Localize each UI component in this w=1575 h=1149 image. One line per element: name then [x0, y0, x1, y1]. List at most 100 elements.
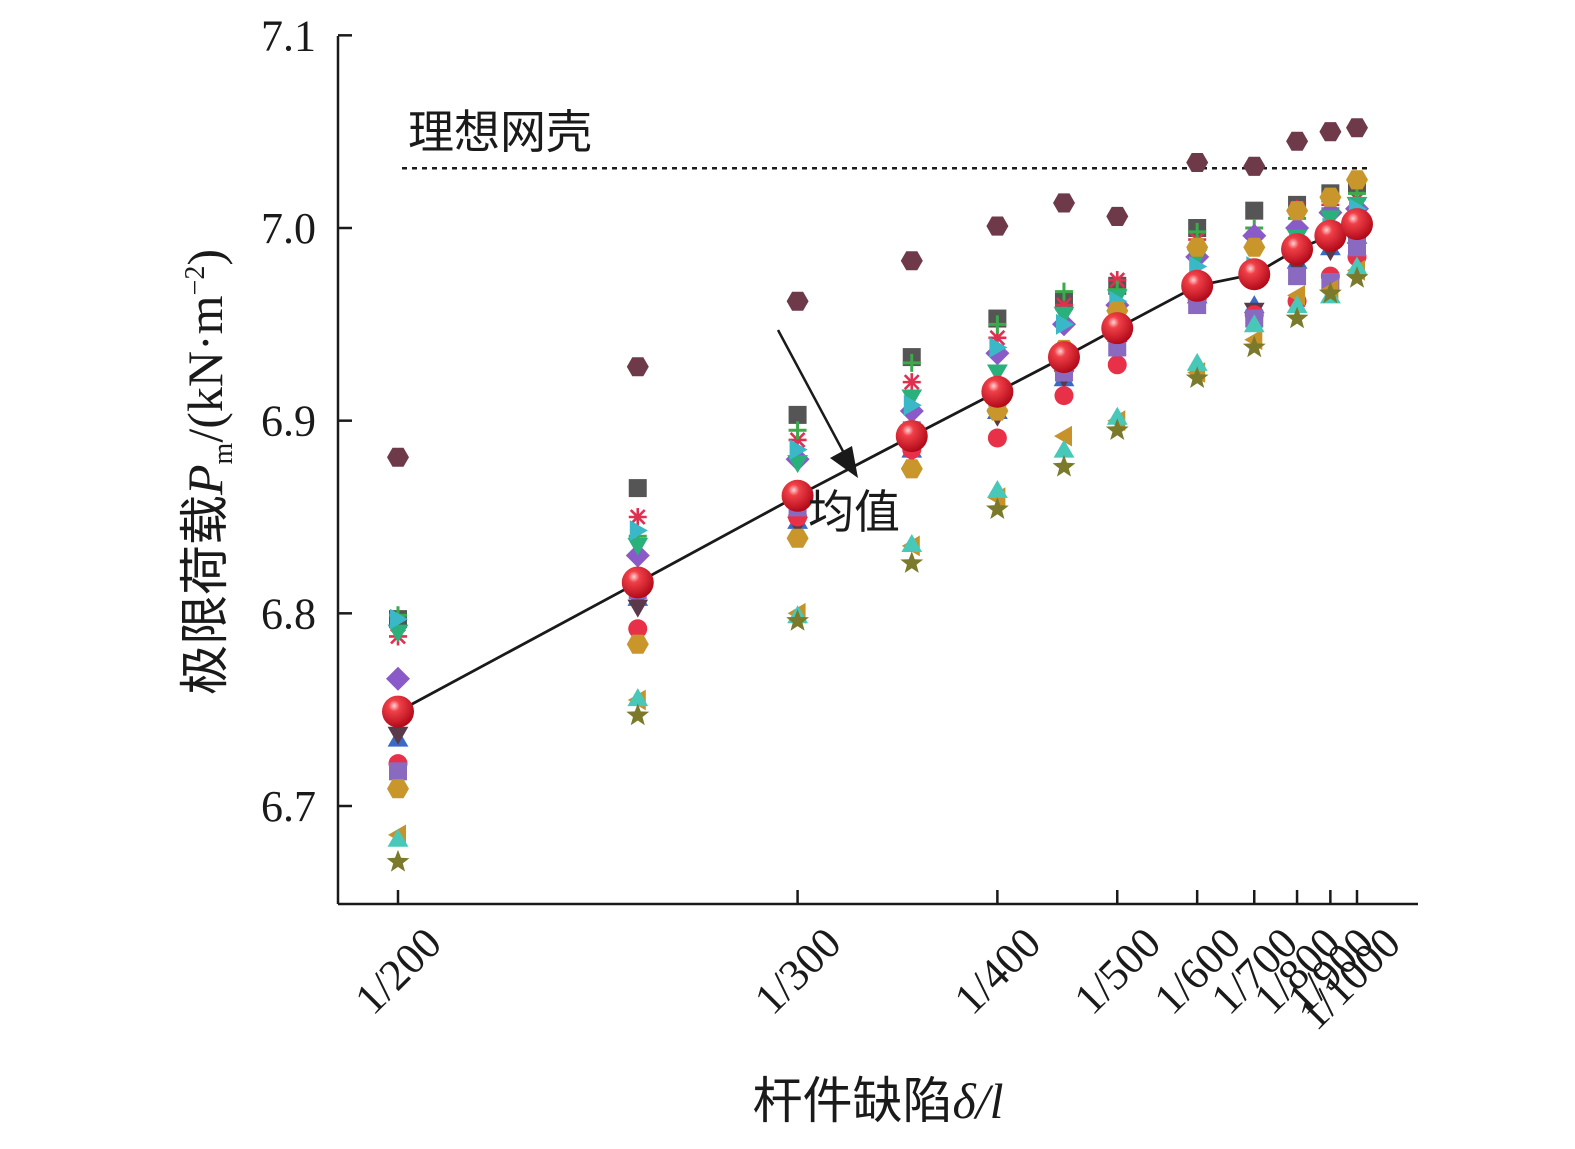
x-axis-title-main: 杆件缺陷 — [752, 1073, 952, 1129]
sample-circle-point — [1107, 355, 1127, 375]
sample-tri-down-point — [787, 455, 808, 474]
mean-point — [1341, 208, 1373, 241]
mean-annotation-label: 均值 — [808, 487, 900, 538]
sample-star-point — [386, 849, 410, 872]
sample-tri-down-point — [387, 624, 409, 643]
sample-hexagon-point — [1319, 122, 1342, 142]
sample-hexagon-point — [1243, 156, 1266, 176]
sample-plus-point — [902, 353, 921, 372]
sample-tri-down-point — [627, 599, 649, 618]
sample-hexagon-point — [1319, 187, 1342, 207]
sample-tri-down-point — [627, 537, 649, 556]
sample-star-point — [986, 497, 1009, 519]
sample-star-point — [786, 609, 809, 631]
sample-hexagon-point — [626, 357, 649, 377]
axes — [336, 36, 1418, 906]
x-axis-title-symbol: δ/l — [952, 1073, 1003, 1129]
sample-series-14 — [387, 256, 1368, 847]
sample-tri-up-point — [987, 480, 1008, 498]
reference-line-label: 理想网壳 — [408, 107, 592, 158]
y-axis-title-subscript: m — [208, 442, 239, 464]
mean-point — [895, 420, 928, 453]
sample-tri-down-point — [1320, 210, 1341, 229]
y-tick-label: 6.7 — [261, 782, 316, 831]
sample-square-point — [389, 762, 407, 781]
sample-tri-down-point — [901, 389, 923, 408]
x-tick-label: 1/200 — [345, 918, 451, 1024]
mean-point — [621, 566, 654, 599]
sample-square-point — [788, 405, 807, 424]
sample-hexagon-point — [1243, 237, 1266, 257]
sample-series-1 — [387, 118, 1368, 467]
sample-tri-up-point — [387, 828, 409, 847]
sample-circle-point — [1054, 386, 1074, 406]
mean-point — [382, 695, 414, 728]
sample-plus-point — [988, 315, 1007, 334]
sample-series-7 — [390, 198, 1367, 630]
mean-series — [382, 208, 1373, 728]
sample-star-point — [900, 551, 924, 573]
sample-series-12 — [387, 170, 1368, 799]
sample-asterisk-point — [1108, 271, 1127, 290]
sample-series-13 — [388, 260, 1365, 846]
sample-circle-point — [628, 619, 648, 639]
mean-point — [1281, 233, 1314, 266]
x-tick-label: 1/400 — [945, 918, 1051, 1024]
sample-star-point — [1052, 454, 1076, 477]
sample-hexagon-point — [986, 216, 1009, 236]
sample-tri-right-point — [1056, 313, 1074, 335]
sample-plus-point — [788, 421, 807, 440]
mean-point — [981, 375, 1014, 408]
sample-tri-left-point — [1054, 425, 1072, 447]
sample-tri-up-point — [1243, 314, 1265, 333]
sample-square-point — [1245, 201, 1264, 220]
y-tick-label: 6.9 — [261, 397, 316, 446]
sample-series-5 — [386, 196, 1369, 691]
x-tick-label: 1/300 — [745, 918, 851, 1024]
sample-tri-left-point — [1287, 285, 1306, 306]
y-tick-label: 7.1 — [261, 11, 316, 60]
mean-line — [397, 222, 1358, 713]
sample-star-point — [1318, 281, 1342, 304]
mean-point — [781, 479, 814, 512]
sample-asterisk-point — [628, 508, 647, 526]
sample-plus-point — [1054, 282, 1073, 301]
sample-hexagon-point — [387, 779, 409, 799]
mean-point — [1238, 258, 1271, 291]
sample-star-point — [626, 703, 650, 726]
sample-tri-right-point — [989, 337, 1008, 358]
mean-annotation: 均值 — [776, 329, 900, 538]
sample-series-15 — [386, 266, 1369, 872]
sample-tri-right-point — [903, 394, 922, 416]
y-axis-title: 极限荷载Pm/(kN·m−2) — [177, 249, 239, 695]
y-axis-title-unit-close: ) — [177, 249, 233, 266]
sample-tri-up-point — [1053, 439, 1075, 458]
sample-series-2 — [389, 176, 1366, 629]
sample-tri-down-point — [987, 364, 1008, 383]
sample-diamond-point — [386, 666, 410, 691]
sample-tri-up-point — [1346, 256, 1368, 275]
mean-annotation-arrowhead — [830, 446, 858, 478]
sample-hexagon-point — [1053, 193, 1075, 213]
sample-tri-down-point — [1053, 306, 1075, 325]
sample-hexagon-point — [1106, 206, 1129, 226]
y-axis-title-unit: /(kN·m — [177, 295, 233, 442]
sample-tri-up-point — [1186, 352, 1208, 371]
y-axis-title-symbol: P — [177, 464, 233, 496]
sample-star-point — [1345, 266, 1369, 288]
y-axis-ticks: 6.7 6.8 6.9 7.0 7.1 — [261, 11, 352, 831]
sample-series-6 — [387, 196, 1368, 643]
sample-series-3 — [389, 190, 1366, 646]
sample-hexagon-point — [1346, 170, 1368, 190]
sample-tri-right-point — [789, 439, 808, 460]
sample-hexagon-point — [387, 447, 409, 467]
sample-square-point — [1348, 238, 1366, 257]
sample-hexagon-point — [786, 528, 809, 548]
sample-asterisk-point — [788, 430, 807, 449]
sample-hexagon-point — [1186, 153, 1209, 172]
sample-tri-right-point — [629, 520, 648, 541]
sample-hexagon-point — [626, 634, 649, 654]
y-tick-label: 6.8 — [261, 589, 316, 638]
sample-asterisk-point — [1054, 296, 1073, 315]
